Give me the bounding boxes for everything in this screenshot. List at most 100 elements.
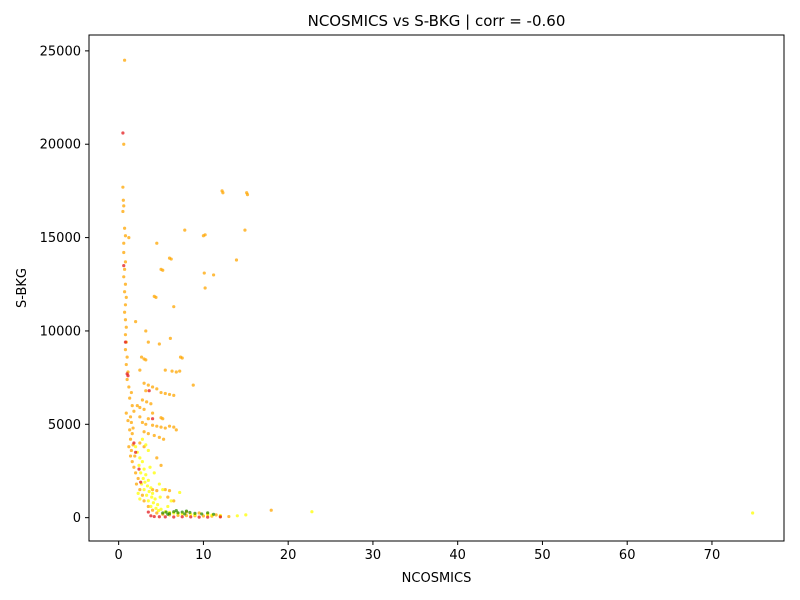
data-point (203, 286, 207, 290)
data-point (155, 511, 159, 515)
data-point (134, 450, 138, 454)
data-point (221, 191, 225, 195)
data-point (141, 476, 145, 481)
data-point (168, 336, 172, 341)
data-point (155, 456, 159, 460)
data-point (218, 515, 222, 519)
data-point (123, 267, 127, 271)
data-point (124, 325, 128, 329)
data-point (142, 488, 146, 492)
data-point (147, 389, 151, 393)
data-point (121, 198, 125, 202)
data-point (146, 432, 150, 436)
data-point (163, 515, 167, 519)
y-tick-label: 5000 (48, 418, 81, 433)
data-point (170, 369, 174, 373)
data-point (158, 495, 162, 499)
data-point (129, 420, 133, 425)
data-point (167, 392, 172, 397)
data-point (149, 402, 153, 406)
data-point (751, 511, 755, 515)
data-point (150, 491, 155, 495)
data-point (140, 420, 144, 425)
data-point (128, 428, 132, 432)
data-point (125, 377, 129, 382)
data-point (146, 340, 150, 344)
data-point (123, 234, 128, 238)
x-tick-label: 20 (280, 548, 297, 563)
x-tick-label: 0 (115, 548, 123, 563)
plot-frame (88, 34, 785, 542)
data-point (144, 358, 148, 362)
data-point (147, 489, 151, 494)
data-point (130, 404, 134, 408)
data-point (123, 282, 128, 286)
data-point (138, 441, 142, 445)
data-point (243, 228, 247, 232)
data-point (132, 409, 136, 413)
x-tick-label: 70 (704, 548, 721, 563)
data-point (189, 515, 193, 519)
data-point (123, 290, 127, 294)
data-point (138, 368, 142, 372)
data-point (166, 504, 170, 509)
data-point (146, 448, 150, 453)
data-point (214, 513, 218, 517)
scatter-points (121, 58, 755, 519)
data-point (200, 512, 204, 516)
data-point (127, 385, 131, 389)
data-point (121, 185, 125, 189)
data-point (145, 400, 149, 404)
data-point (180, 356, 184, 360)
data-point (161, 511, 165, 515)
data-point (154, 506, 158, 510)
data-point (144, 473, 148, 477)
data-point (144, 389, 148, 393)
data-point (145, 484, 150, 488)
data-point (164, 510, 168, 514)
data-point (142, 430, 146, 434)
data-point (123, 310, 127, 314)
data-point (234, 258, 239, 262)
data-point (157, 482, 161, 486)
data-point (245, 193, 250, 197)
data-point (131, 426, 135, 430)
data-point (136, 476, 140, 481)
data-point (126, 374, 130, 378)
data-point (161, 417, 165, 421)
data-point (163, 368, 167, 372)
data-point (122, 250, 126, 255)
data-point (184, 509, 189, 513)
data-point (163, 426, 167, 430)
data-point (122, 263, 126, 268)
data-point (142, 407, 146, 411)
data-point (128, 454, 133, 458)
data-point (138, 405, 142, 410)
data-point (174, 508, 178, 513)
data-point (174, 428, 178, 432)
data-point (146, 383, 150, 387)
data-point (174, 370, 178, 374)
data-point (150, 495, 154, 499)
data-point (123, 226, 127, 230)
data-point (142, 467, 146, 471)
data-point (149, 504, 153, 509)
data-point (163, 391, 167, 396)
data-point (150, 411, 155, 415)
data-point (150, 508, 155, 512)
data-point (121, 131, 125, 135)
data-point (169, 499, 173, 503)
data-point (166, 512, 170, 516)
data-point (126, 418, 130, 423)
data-point (157, 435, 161, 439)
data-point (191, 383, 195, 387)
data-point (172, 515, 176, 519)
data-point (206, 515, 210, 519)
data-point (146, 478, 150, 482)
data-point (172, 425, 176, 429)
data-point (123, 340, 128, 344)
data-point (156, 502, 160, 507)
data-point (183, 228, 187, 232)
data-point (172, 510, 176, 514)
